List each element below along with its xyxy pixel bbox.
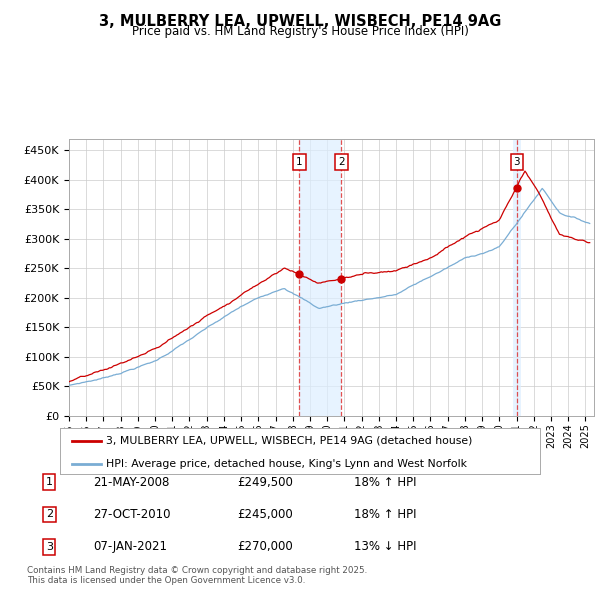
Text: 18% ↑ HPI: 18% ↑ HPI bbox=[354, 508, 416, 521]
Text: 1: 1 bbox=[296, 158, 302, 167]
Text: £245,000: £245,000 bbox=[237, 508, 293, 521]
Text: 2: 2 bbox=[338, 158, 344, 167]
Bar bbox=[512, 139, 521, 416]
Text: 3, MULBERRY LEA, UPWELL, WISBECH, PE14 9AG (detached house): 3, MULBERRY LEA, UPWELL, WISBECH, PE14 9… bbox=[106, 435, 472, 445]
Text: Contains HM Land Registry data © Crown copyright and database right 2025.
This d: Contains HM Land Registry data © Crown c… bbox=[27, 566, 367, 585]
Text: 18% ↑ HPI: 18% ↑ HPI bbox=[354, 476, 416, 489]
Text: 3: 3 bbox=[46, 542, 53, 552]
Text: 21-MAY-2008: 21-MAY-2008 bbox=[93, 476, 169, 489]
Text: 07-JAN-2021: 07-JAN-2021 bbox=[93, 540, 167, 553]
Text: 2: 2 bbox=[46, 510, 53, 519]
Text: 27-OCT-2010: 27-OCT-2010 bbox=[93, 508, 170, 521]
Text: 3, MULBERRY LEA, UPWELL, WISBECH, PE14 9AG: 3, MULBERRY LEA, UPWELL, WISBECH, PE14 9… bbox=[99, 14, 501, 28]
Text: £249,500: £249,500 bbox=[237, 476, 293, 489]
Text: HPI: Average price, detached house, King's Lynn and West Norfolk: HPI: Average price, detached house, King… bbox=[106, 458, 467, 468]
Text: Price paid vs. HM Land Registry's House Price Index (HPI): Price paid vs. HM Land Registry's House … bbox=[131, 25, 469, 38]
Text: 13% ↓ HPI: 13% ↓ HPI bbox=[354, 540, 416, 553]
Text: £270,000: £270,000 bbox=[237, 540, 293, 553]
Text: 3: 3 bbox=[514, 158, 520, 167]
Bar bbox=[299, 139, 341, 416]
Text: 1: 1 bbox=[46, 477, 53, 487]
